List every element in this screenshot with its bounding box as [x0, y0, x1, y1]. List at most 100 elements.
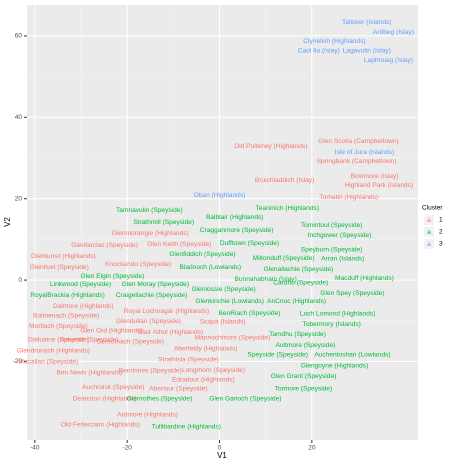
point-label: Tormore (Speyside) [275, 385, 333, 392]
point-label: Glenlossie (Speyside) [192, 286, 256, 293]
point-label: Royal Lochnagar (Highlands) [124, 308, 209, 315]
point-label: Glen Ord (Highlands) [80, 328, 142, 335]
legend-key-bg [424, 227, 434, 237]
legend-key-bg [424, 215, 434, 225]
point-label: Dailuaine (Speyside) [28, 337, 89, 344]
point-label: Craigellachie (Speyside) [116, 292, 187, 299]
point-label: Balblair (Highlands) [206, 214, 264, 221]
point-label: BenRiach (Speyside) [219, 310, 281, 317]
point-label: Strathmill (Speyside) [133, 219, 194, 226]
legend-label: 3 [439, 241, 443, 248]
point-label: Glenfiddich (Speyside) [169, 251, 235, 258]
point-label: Glen Moray (Speyside) [122, 281, 189, 288]
point-label: Teaninich (Highlands) [256, 205, 319, 212]
point-label: Isle of Jura (Islands) [335, 149, 394, 156]
point-label: Glenfarclas (Speyside) [71, 242, 138, 249]
point-label: Speyburn (Speyside) [301, 247, 363, 254]
point-label: Ben Nevis (Highlands) [57, 370, 123, 377]
point-label: Balmenach (Speyside) [33, 313, 99, 320]
point-label: Glenallachie (Speyside) [264, 266, 334, 273]
point-label: Bruichladdich (Islay) [255, 177, 314, 184]
point-label: AnCnoc (Highlands) [267, 298, 326, 305]
point-label: Laphroaig (Islay) [364, 57, 413, 64]
legend-label: 1 [439, 217, 443, 224]
point-label: Highland Park (Islands) [344, 182, 413, 189]
legend-key-bg [424, 239, 434, 249]
legend-title: Cluster [422, 205, 443, 212]
point-label: Old Fettercairn (Highlands) [61, 422, 140, 429]
point-label: Ardbeg (Islay) [373, 29, 414, 36]
legend-key: a [427, 229, 431, 236]
point-label: Cardhu (Speyside) [273, 280, 328, 287]
point-label: Glendronach (Highlands) [17, 348, 90, 355]
point-label: Tamnavulin (Speyside) [116, 207, 183, 214]
point-label: Aultmore (Speyside) [275, 342, 335, 349]
point-label: Speyside (Speyside) [247, 352, 307, 359]
point-label: Benromach (Speyside) [97, 339, 164, 346]
point-label: Glen Garioch (Speyside) [209, 396, 281, 403]
point-label: Aberlour (Speyside) [149, 385, 207, 392]
point-label: Edradour (Highlands) [172, 377, 235, 384]
point-label: Tullibardine (Highlands) [152, 424, 221, 431]
point-label: Glenrothes (Speyside) [127, 396, 193, 403]
point-label: RoyalBrackla (Highlands) [30, 292, 104, 299]
point-label: Deanston (Highlands) [73, 396, 137, 403]
y-tick-label: 20 [15, 195, 23, 202]
y-axis-label: V2 [3, 217, 12, 227]
plot-panel [27, 5, 418, 440]
point-label: Aberfeldy (Highlands) [174, 346, 237, 353]
legend-label: 2 [439, 229, 443, 236]
y-tick-label: 60 [15, 33, 23, 40]
x-tick-label: 0 [218, 445, 222, 452]
y-tick-label: 40 [15, 114, 23, 121]
point-label: Cragganmore (Speyside) [200, 227, 274, 234]
legend-key: a [427, 241, 431, 248]
point-label: Glendullan (Speyside) [116, 318, 181, 325]
point-label: Inchgower (Speyside) [308, 232, 372, 239]
x-tick-label: 20 [308, 445, 316, 452]
point-label: Macallan (Speyside) [18, 359, 78, 366]
point-label: Longmorn (Speyside) [182, 367, 245, 374]
point-label: Lagavulin (Islay) [343, 47, 391, 54]
point-label: Glenmorangie (Highlands) [112, 230, 189, 237]
point-label: Glenlivet (Speyside) [30, 264, 89, 271]
point-label: Bunnahabhain (Islay) [234, 276, 296, 283]
point-label: Bowmore (Islay) [351, 173, 399, 180]
point-label: Auchentoshan (Lowlands) [314, 352, 390, 359]
point-label: Arran (Islands) [321, 256, 364, 263]
point-label: Glen Grant (Speyside) [271, 373, 337, 380]
point-label: Springbank (Campbeltown) [317, 158, 397, 165]
point-label: Clynelish (Highlands) [303, 38, 365, 45]
point-label: Old Pulteney (Highlands) [234, 143, 307, 150]
point-label: Glenturret (Highlands) [31, 253, 96, 260]
point-label: Knockando (Speyside) [105, 261, 171, 268]
point-label: Blair Athol (Highlands) [138, 329, 203, 336]
point-label: Tomatin (Highlands) [319, 194, 378, 201]
point-label: Glengoyne (Highlands) [301, 363, 368, 370]
point-label: Loch Lomond (Highlands) [300, 311, 376, 318]
point-label: Tobermory (Islands) [303, 321, 361, 328]
point-label: Auchroisk (Speyside) [82, 384, 144, 391]
point-label: Talisker (Islands) [342, 19, 391, 26]
point-label: Benrinnes (Speyside) [119, 368, 182, 375]
point-label: Bladnoch (Lowlands) [179, 264, 241, 271]
legend-key: a [427, 217, 431, 224]
point-label: Linkwood (Speyside) [50, 281, 111, 288]
point-label: Strathisla (Speyside) [158, 357, 219, 364]
point-label: Glen Scotia (Campbeltown) [318, 138, 399, 145]
point-label: Caol Ila (Islay) [298, 47, 340, 54]
point-label: Tamdhu (Speyside) [269, 331, 326, 338]
x-tick-label: -20 [122, 445, 132, 452]
point-label: Miltonduff (Speyside) [253, 255, 315, 262]
point-label: Glen Keith (Speyside) [147, 241, 211, 248]
point-label: Tomintoul (Speyside) [301, 222, 363, 229]
point-label: Dalmore (Highlands) [53, 303, 113, 310]
y-tick-label: -20 [13, 358, 23, 365]
point-label: Glen Spey (Speyside) [320, 290, 384, 297]
point-label: Glenkinchie (Lowlands) [195, 298, 264, 305]
point-label: Mortlach (Speyside) [29, 323, 88, 330]
point-label: Glen Elgin (Speyside) [81, 273, 145, 280]
point-label: Dufftown (Speyside) [220, 240, 279, 247]
x-axis-label: V1 [217, 451, 227, 460]
